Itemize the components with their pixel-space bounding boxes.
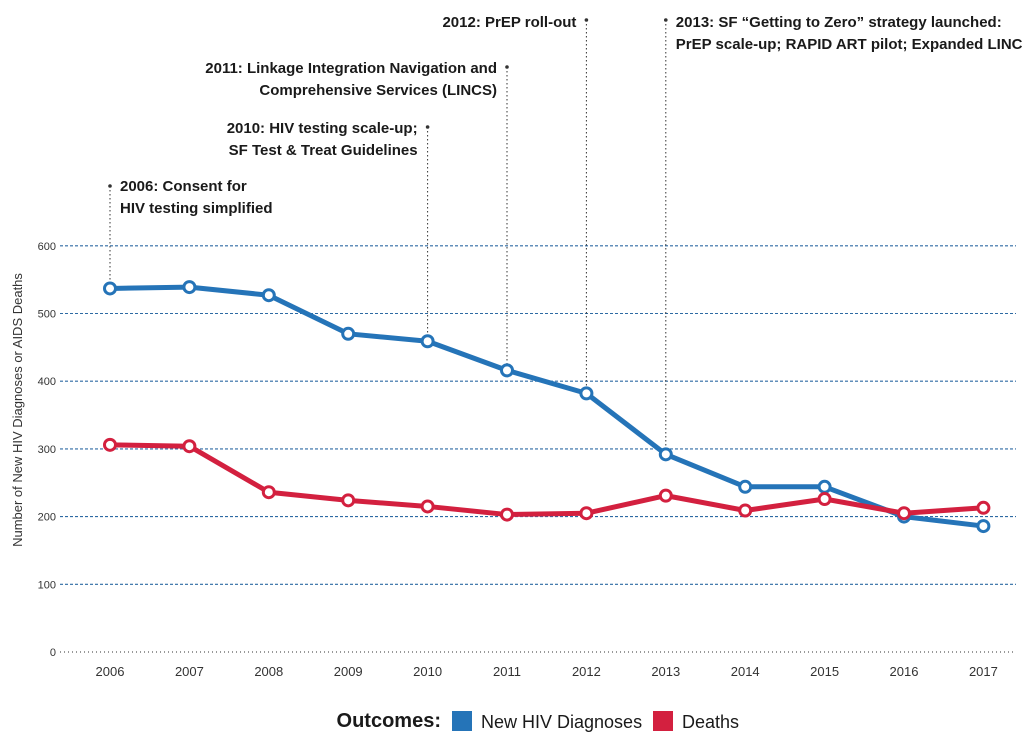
annotation-text: 2010: HIV testing scale-up; — [227, 120, 418, 137]
data-point — [976, 519, 991, 534]
data-point — [182, 280, 197, 295]
x-tick-label: 2013 — [651, 664, 680, 679]
annotation-text: SF Test & Treat Guidelines — [229, 142, 418, 159]
y-tick-label: 200 — [38, 512, 56, 524]
data-point — [103, 437, 117, 452]
annotation-text: 2006: Consent for — [120, 178, 247, 195]
data-point — [500, 363, 514, 378]
x-tick-label: 2007 — [175, 664, 204, 679]
legend-title: Outcomes: — [337, 710, 441, 732]
data-point — [341, 493, 356, 508]
annotations: 2006: Consent for HIV testing simplified 2… — [108, 14, 1022, 449]
gridlines — [60, 245, 1016, 653]
annotation-dot — [108, 184, 112, 188]
y-tick-label: 400 — [38, 376, 56, 388]
annotation-text: 2012: PrEP roll-out — [442, 14, 576, 31]
annotation-dot — [664, 18, 668, 22]
legend-label: Deaths — [682, 712, 739, 732]
legend: Outcomes: New HIV Diagnoses Deaths — [337, 710, 740, 732]
y-axis-ticks: 0 100 200 300 400 500 600 — [38, 241, 56, 659]
series-line — [107, 284, 986, 529]
x-tick-label: 2008 — [254, 664, 283, 679]
data-point — [261, 485, 276, 500]
data-point — [658, 447, 673, 462]
annotation-dot — [505, 65, 509, 69]
data-point — [897, 506, 911, 521]
data-point — [579, 506, 594, 521]
x-tick-label: 2014 — [731, 664, 760, 679]
data-point — [500, 507, 514, 522]
x-tick-label: 2017 — [969, 664, 998, 679]
data-point — [658, 488, 673, 503]
x-axis-ticks: 2006 2007 2008 2009 2010 2011 2012 2013 2014 2015… — [96, 664, 998, 679]
annotation-dot — [584, 18, 589, 22]
data-point — [420, 499, 435, 514]
x-tick-label: 2012 — [572, 664, 601, 679]
data-point — [579, 386, 594, 401]
data-point — [182, 439, 197, 454]
data-point — [817, 479, 832, 494]
data-point — [420, 334, 435, 349]
annotation-text: 2011: Linkage Integration Navigation and — [205, 60, 497, 77]
y-axis-label: Number of New HIV Diagnoses or AIDS Deat… — [10, 273, 25, 547]
series — [103, 280, 991, 534]
series-line — [107, 442, 986, 518]
data-point — [103, 281, 117, 296]
data-point — [976, 500, 991, 515]
y-tick-label: 0 — [50, 647, 56, 659]
y-tick-label: 300 — [38, 444, 56, 456]
annotation-text: PrEP scale-up; RAPID ART pilot; Expanded… — [676, 36, 1022, 53]
annotation-text: HIV testing simplified — [120, 200, 273, 217]
x-tick-label: 2010 — [413, 664, 442, 679]
x-tick-label: 2015 — [810, 664, 839, 679]
data-point — [261, 288, 276, 303]
data-point — [738, 503, 753, 518]
data-point — [738, 479, 753, 494]
x-tick-label: 2016 — [890, 664, 919, 679]
y-tick-label: 500 — [38, 309, 56, 321]
y-tick-label: 100 — [38, 579, 56, 591]
x-tick-label: 2011 — [493, 664, 521, 679]
legend-swatch — [653, 711, 673, 731]
legend-label: New HIV Diagnoses — [481, 712, 642, 732]
data-point — [341, 326, 356, 341]
y-tick-label: 600 — [38, 241, 56, 253]
x-tick-label: 2006 — [96, 664, 125, 679]
annotation-dot — [425, 125, 430, 129]
data-point — [817, 491, 832, 506]
series-new-hiv-diagnoses — [103, 280, 991, 534]
legend-swatch — [452, 711, 472, 731]
annotation-text: Comprehensive Services (LINCS) — [259, 82, 497, 99]
x-tick-label: 2009 — [334, 664, 363, 679]
annotation-text: 2013: SF “Getting to Zero” strategy laun… — [676, 14, 1002, 31]
series-deaths — [103, 437, 991, 522]
